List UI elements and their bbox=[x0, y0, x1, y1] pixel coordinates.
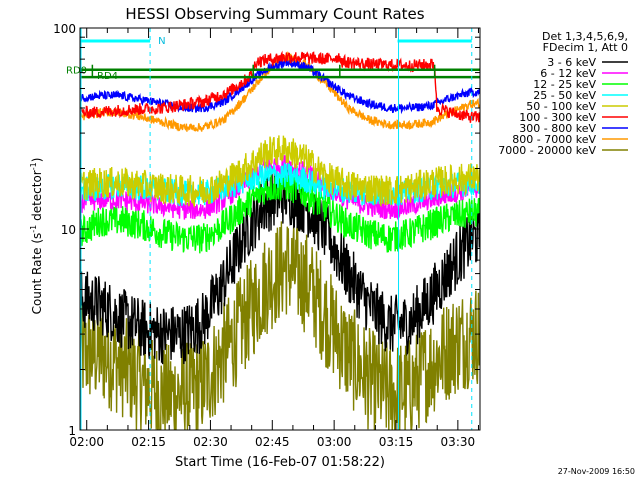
rd0-label: RD0 bbox=[66, 66, 87, 77]
plot-area: N RD0 RD4 1 10 100 02:00 02:15 02:30 02:45 03:00 03… bbox=[53, 22, 481, 449]
legend-label: 12 - 25 keV bbox=[533, 78, 596, 91]
legend-label: 50 - 100 keV bbox=[526, 100, 596, 113]
series-line-300-800-keV bbox=[80, 58, 480, 115]
plot-clip-group bbox=[80, 28, 480, 430]
x-axis-label: Start Time (16-Feb-07 01:58:22) bbox=[175, 455, 385, 470]
y-tick-label: 10 bbox=[61, 223, 76, 237]
x-tick-label: 02:45 bbox=[255, 435, 290, 449]
legend-label: 3 - 6 keV bbox=[547, 56, 596, 69]
x-tick-label: 03:15 bbox=[379, 435, 414, 449]
x-tick-label: 03:00 bbox=[317, 435, 352, 449]
legend-label: 800 - 7000 keV bbox=[512, 133, 596, 146]
x-tick-label: 02:15 bbox=[131, 435, 166, 449]
legend-label: 6 - 12 keV bbox=[540, 67, 596, 80]
series-line-100-300-keV bbox=[80, 50, 480, 123]
footer-timestamp: 27-Nov-2009 16:50 bbox=[558, 467, 635, 476]
legend-label: 7000 - 20000 keV bbox=[498, 144, 596, 157]
legend-label: 25 - 50 keV bbox=[533, 89, 596, 102]
rd4-label: RD4 bbox=[97, 71, 118, 82]
n-label: N bbox=[158, 36, 165, 47]
x-tick-label: 03:30 bbox=[441, 435, 476, 449]
series-line-7000-20000-keV bbox=[80, 221, 480, 430]
x-tick-label: 02:30 bbox=[193, 435, 228, 449]
legend-label: 100 - 300 keV bbox=[519, 111, 596, 124]
legend-header-line-1: Det 1,3,4,5,6,9, bbox=[542, 30, 628, 43]
x-tick-label: 02:00 bbox=[69, 435, 104, 449]
legend-header-line-2: FDecim 1, Att 0 bbox=[543, 41, 628, 54]
series-line-50-100-keV bbox=[80, 135, 480, 209]
y-tick-label: 100 bbox=[53, 22, 76, 36]
legend: Det 1,3,4,5,6,9, FDecim 1, Att 0 3 - 6 k… bbox=[498, 30, 628, 157]
legend-label: 300 - 800 keV bbox=[519, 122, 596, 135]
y-axis-label: Count Rate (s-1 detector-1) bbox=[29, 158, 44, 315]
y-tick-label: 1 bbox=[68, 424, 76, 438]
chart-title: HESSI Observing Summary Count Rates bbox=[125, 5, 424, 23]
